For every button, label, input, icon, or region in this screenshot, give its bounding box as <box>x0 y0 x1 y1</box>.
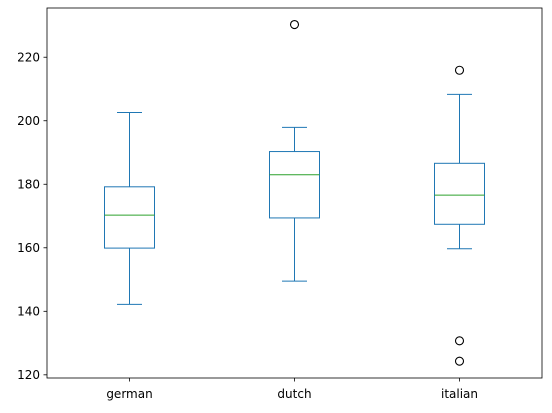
y-tick-label: 120 <box>17 368 40 382</box>
plot-area <box>104 19 485 366</box>
box-dutch <box>269 19 320 282</box>
box-italian <box>434 65 485 366</box>
y-tick-label: 140 <box>17 305 40 319</box>
iqr-box <box>434 162 485 225</box>
outlier-point <box>289 19 300 30</box>
y-tick-label: 180 <box>17 178 40 192</box>
outlier-point <box>454 65 465 75</box>
outlier-point <box>454 336 465 346</box>
x-tick-label-italian: italian <box>441 387 478 401</box>
iqr-box <box>269 151 320 219</box>
box-german <box>104 111 155 305</box>
plot-frame <box>46 7 543 379</box>
y-tick-label: 160 <box>17 241 40 255</box>
y-tick-label: 220 <box>17 51 40 65</box>
y-tick-label: 200 <box>17 114 40 128</box>
iqr-box <box>104 186 155 249</box>
x-tick-label-dutch: dutch <box>277 387 311 401</box>
outlier-point <box>454 356 465 366</box>
y-axis: 120 140 160 180 200 220 <box>17 51 47 382</box>
x-tick-label-german: german <box>106 387 152 401</box>
x-axis: german dutch italian <box>106 378 478 401</box>
